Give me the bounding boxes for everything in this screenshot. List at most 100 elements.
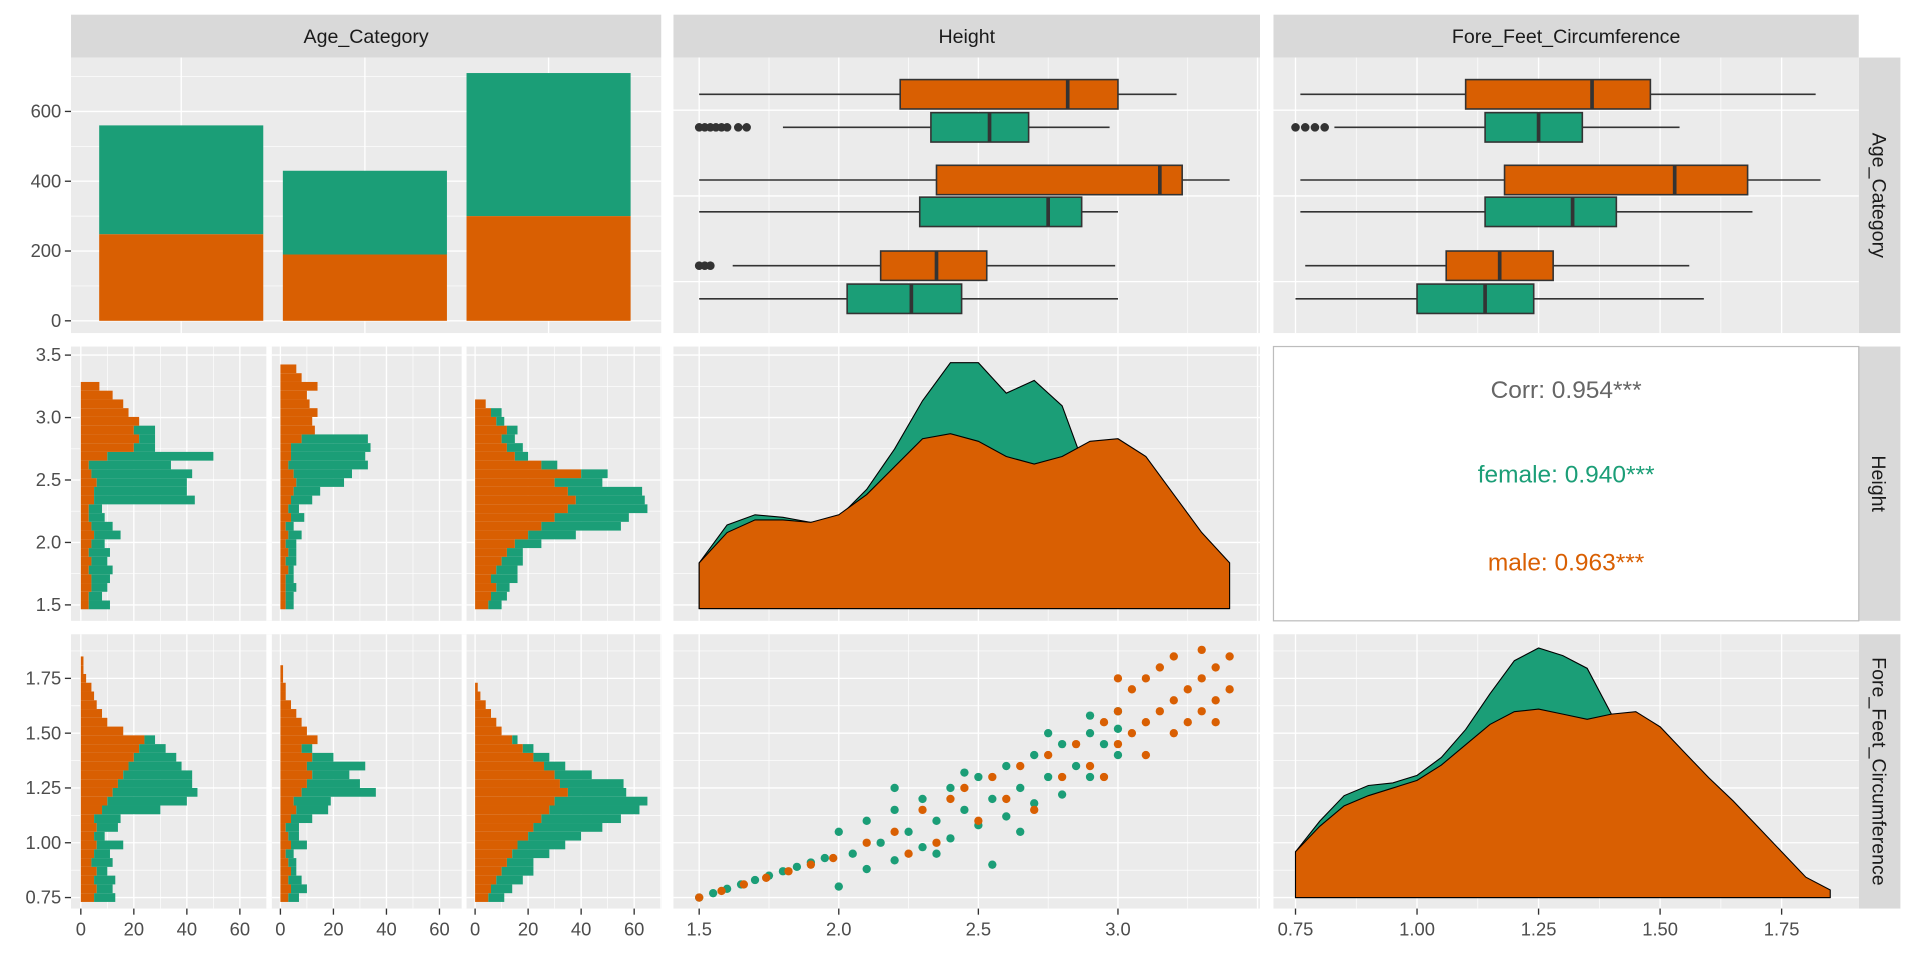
- boxplot-female: [699, 283, 1118, 315]
- scatter-point-female: [988, 794, 997, 804]
- scatter-point-male: [1211, 718, 1220, 727]
- x-tick-label: 40: [571, 919, 591, 940]
- histogram-bar-male: [80, 443, 134, 452]
- scatter-point-female: [1030, 799, 1039, 808]
- histogram-bar-male: [475, 530, 529, 540]
- scatter-point-female: [932, 816, 941, 825]
- scatter-point-male: [1099, 772, 1109, 782]
- histogram-bar-female: [533, 823, 603, 832]
- histogram-bar-female: [559, 779, 624, 788]
- panel-boxplot: [673, 57, 1260, 334]
- histogram-facet: [271, 346, 462, 621]
- scatter-point-female: [750, 875, 760, 885]
- histogram-bar-female: [288, 460, 368, 470]
- histogram-bar-female: [88, 504, 103, 514]
- scatter-point-male: [1211, 696, 1220, 705]
- scatter-point-female: [1057, 790, 1067, 799]
- histogram-bar-female: [491, 591, 507, 601]
- histogram-bar-female: [107, 796, 187, 806]
- histogram-bar-male: [475, 893, 489, 902]
- histogram-bar-male: [475, 399, 486, 409]
- scatter-point-female: [890, 856, 899, 865]
- histogram-bar-male: [80, 840, 97, 850]
- histogram-bar-female: [91, 583, 108, 592]
- histogram-bar-male: [280, 823, 286, 832]
- scatter-point-female: [1057, 739, 1067, 749]
- histogram-bar-male: [80, 556, 92, 566]
- histogram-bar-female: [541, 460, 558, 470]
- histogram-bar-male: [80, 831, 95, 841]
- row-strip: Age_Category: [1858, 57, 1901, 334]
- scatter-point-male: [1113, 739, 1123, 749]
- histogram-bar-male: [80, 866, 97, 876]
- strip-label: Height: [938, 26, 995, 48]
- histogram-bar-male: [475, 495, 576, 505]
- histogram-bar-female: [91, 556, 108, 566]
- histogram-bar-male: [280, 373, 302, 382]
- scatter-point-male: [1183, 718, 1192, 727]
- histogram-bar-male: [280, 752, 313, 762]
- y-tick-label: 200: [31, 240, 62, 261]
- strip-label: Height: [1867, 455, 1889, 512]
- histogram-bar-male: [80, 884, 97, 894]
- scatter-point-female: [1113, 750, 1123, 760]
- histogram-bar-male: [280, 717, 302, 727]
- histogram-bar-female: [139, 434, 156, 444]
- histogram-bar-female: [291, 840, 307, 850]
- x-tick-label: 2.5: [966, 919, 992, 940]
- scatter-point-male: [784, 867, 793, 876]
- histogram-bar-male: [80, 416, 140, 426]
- scatter-point-female: [876, 838, 885, 847]
- histogram-bar-male: [280, 744, 302, 753]
- scatter-point-male: [1225, 685, 1234, 694]
- histogram-bar-female: [91, 574, 110, 584]
- histogram-bar-female: [506, 443, 523, 452]
- y-tick-label: 1.00: [25, 832, 61, 853]
- histogram-bar-male: [80, 460, 89, 470]
- histogram-bar-male: [280, 770, 313, 780]
- histogram-bar-male: [475, 434, 502, 444]
- histogram-bar-female: [88, 591, 103, 601]
- scatter-point-female: [1016, 783, 1025, 793]
- histogram-bar-male: [475, 761, 545, 771]
- histogram-bar-female: [291, 884, 307, 894]
- histogram-bar-female: [288, 530, 302, 540]
- histogram-bar-male: [475, 591, 492, 601]
- panel-background: [1272, 345, 1860, 622]
- histogram-bar-female: [291, 513, 305, 522]
- box: [879, 250, 988, 282]
- histogram-bar-male: [280, 691, 286, 701]
- histogram-bar-male: [280, 805, 297, 815]
- correlation-male: male: 0.963***: [1488, 550, 1645, 577]
- histogram-bar-male: [80, 600, 89, 610]
- histogram-bar-male: [475, 574, 492, 584]
- scatter-point-male: [1211, 663, 1220, 672]
- histogram-bar-female: [88, 460, 171, 470]
- histogram-bar-male: [80, 591, 89, 601]
- histogram-bar-female: [293, 486, 321, 496]
- scatter-point-female: [974, 772, 983, 782]
- x-tick-label: 1.00: [1399, 919, 1435, 940]
- panel-histogram: [71, 346, 662, 621]
- outlier-point: [1300, 123, 1310, 132]
- x-tick-label: 1.50: [1642, 919, 1678, 940]
- histogram-bar-male: [80, 583, 92, 592]
- boxplot-female: [699, 196, 1118, 228]
- histogram-bar-male: [280, 591, 286, 601]
- scatter-point-male: [1099, 718, 1109, 727]
- histogram-bar-male: [80, 849, 95, 859]
- y-tick-label: 400: [31, 170, 62, 191]
- histogram-bar-female: [301, 744, 313, 753]
- outlier-point: [742, 123, 751, 132]
- histogram-facet: [466, 634, 662, 909]
- histogram-bar-female: [293, 796, 331, 806]
- scatter-point-male: [717, 886, 726, 896]
- x-tick-label: 1.25: [1521, 919, 1557, 940]
- strip-background: [1858, 57, 1901, 334]
- y-tick-label: 3.5: [36, 344, 62, 365]
- histogram-bar-male: [475, 770, 555, 780]
- histogram-bar-male: [280, 700, 292, 710]
- histogram-bar-male: [475, 779, 560, 788]
- histogram-bar-male: [80, 735, 145, 745]
- scatter-point-male: [932, 838, 941, 847]
